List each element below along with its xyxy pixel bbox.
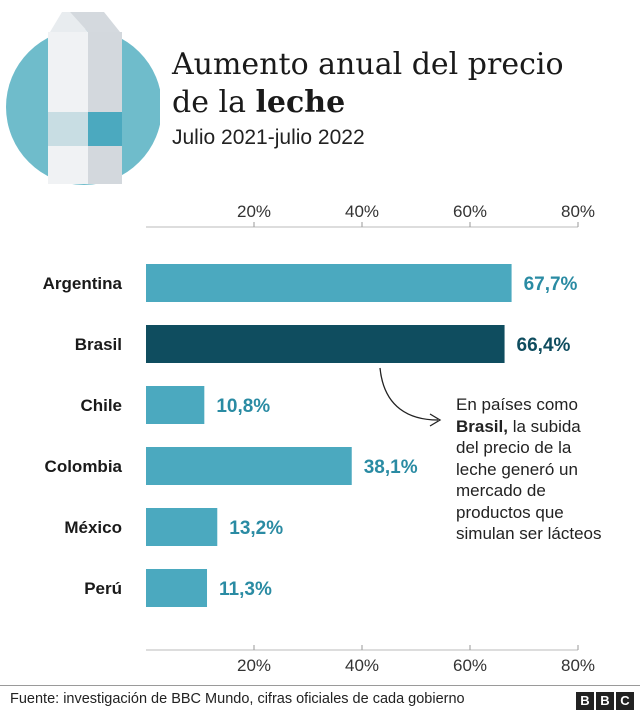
top-tick-label: 60% <box>453 202 487 221</box>
category-label: Colombia <box>45 457 123 476</box>
carton-front <box>48 32 88 184</box>
category-label: Chile <box>80 396 122 415</box>
annotation-line-2: la subida <box>507 416 581 436</box>
annotation-line-1: En países como <box>456 395 578 414</box>
value-label: 38,1% <box>364 457 418 478</box>
bar <box>146 569 208 607</box>
bbc-logo-letter: C <box>616 692 634 710</box>
value-label: 10,8% <box>216 396 270 417</box>
top-tick-label: 20% <box>237 202 271 221</box>
category-label: México <box>64 518 122 537</box>
carton-band-front <box>48 112 88 146</box>
carton-top-front <box>50 12 88 32</box>
value-label: 11,3% <box>219 579 272 600</box>
top-tick-label: 80% <box>561 202 595 221</box>
annotation-bold: Brasil, <box>456 416 508 436</box>
annotation-arrow <box>379 367 439 421</box>
annotation-line-3: del precio de la <box>456 438 572 457</box>
bar <box>146 447 352 485</box>
bottom-tick-label: 80% <box>561 656 595 675</box>
bar-chart: 20% 20% 40% 40% 60% 60% 80% 80% Argentina 67,7% Br… <box>43 202 595 675</box>
bbc-logo: B B C <box>576 692 634 710</box>
annotation-line-5: mercado de <box>456 481 546 500</box>
annotation-line-7: simulan ser lácteos <box>456 524 602 543</box>
bar <box>146 508 218 546</box>
carton-band-side <box>88 112 122 146</box>
category-label: Perú <box>84 579 122 598</box>
annotation-arrowhead <box>429 413 442 427</box>
annotation-line-4: leche generó un <box>456 459 578 479</box>
carton-top-side <box>70 12 120 32</box>
annotation-line-6: productos que <box>456 502 564 522</box>
top-tick-label: 40% <box>345 202 379 221</box>
value-label: 67,7% <box>524 274 578 295</box>
bbc-logo-letter: B <box>576 692 594 710</box>
annotation-note: En países como Brasil, la subida del pre… <box>456 394 636 545</box>
category-label: Argentina <box>43 274 123 293</box>
carton-side <box>88 32 122 184</box>
footer-divider <box>0 685 640 686</box>
chart-title: Aumento anual del precio de la leche <box>172 46 632 122</box>
category-label: Brasil <box>75 335 122 354</box>
bbc-logo-letter: B <box>596 692 614 710</box>
bar <box>146 264 512 302</box>
bottom-tick-label: 40% <box>345 656 379 675</box>
milk-carton-illustration <box>6 12 160 185</box>
title-line-1: Aumento anual del precio <box>172 47 564 82</box>
value-label: 13,2% <box>229 518 283 539</box>
chart-subtitle: Julio 2021-julio 2022 <box>172 126 365 149</box>
title-line-2-bold: leche <box>255 85 346 120</box>
title-line-2-prefix: de la <box>172 85 256 120</box>
bar <box>146 325 505 363</box>
value-label: 66,4% <box>517 335 571 356</box>
bottom-tick-label: 60% <box>453 656 487 675</box>
bar <box>146 386 205 424</box>
source-note: Fuente: investigación de BBC Mundo, cifr… <box>10 691 465 707</box>
bottom-tick-label: 20% <box>237 656 271 675</box>
